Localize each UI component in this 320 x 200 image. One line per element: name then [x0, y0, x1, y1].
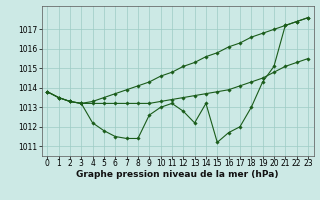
X-axis label: Graphe pression niveau de la mer (hPa): Graphe pression niveau de la mer (hPa)	[76, 170, 279, 179]
